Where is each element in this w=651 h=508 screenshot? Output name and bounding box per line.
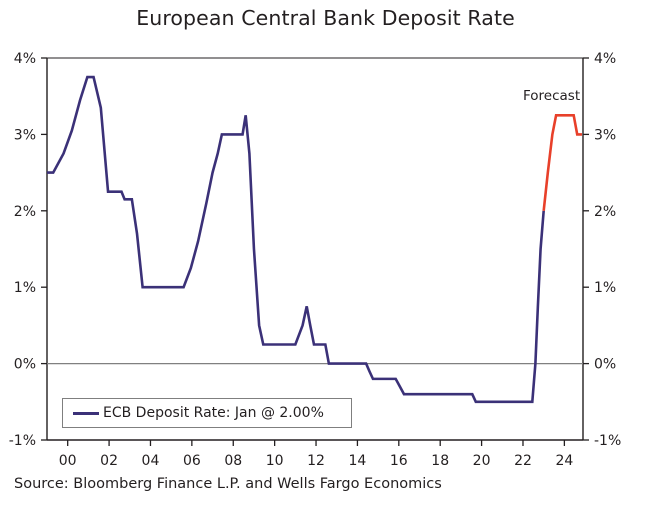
forecast-annotation: Forecast: [523, 88, 581, 104]
x-axis-tick-label: 08: [224, 453, 242, 469]
y-axis-tick-label-left: -1%: [9, 433, 36, 449]
chart-title: European Central Bank Deposit Rate: [136, 6, 515, 30]
x-axis-tick-label: 18: [431, 453, 449, 469]
source-note: Source: Bloomberg Finance L.P. and Wells…: [14, 476, 442, 492]
y-axis-tick-label-left: 3%: [14, 127, 36, 143]
x-axis-tick-label: 20: [473, 453, 491, 469]
x-axis-tick-label: 14: [349, 453, 367, 469]
y-axis-tick-label-right: 3%: [594, 127, 616, 143]
y-axis-tick-label-right: 2%: [594, 204, 616, 220]
y-axis-tick-label-left: 0%: [14, 357, 36, 373]
y-axis-tick-label-right: 4%: [594, 51, 616, 67]
series-line-forecast: [542, 114, 582, 211]
x-axis-tick-label: 12: [307, 453, 325, 469]
chart-legend: ECB Deposit Rate: Jan @ 2.00%: [62, 398, 352, 428]
legend-swatch-ecb-deposit-rate: [73, 411, 99, 415]
x-axis-tick-label: 22: [514, 453, 532, 469]
y-axis-tick-label-left: 1%: [14, 280, 36, 296]
y-axis-tick-label-left: 4%: [14, 51, 36, 67]
y-axis-tick-label-right: 0%: [594, 357, 616, 373]
y-axis-tick-label-right: -1%: [594, 433, 621, 449]
x-axis-tick-label: 06: [183, 453, 201, 469]
x-axis-tick-label: 16: [390, 453, 408, 469]
x-axis-tick-label: 24: [555, 453, 573, 469]
series-line-actual: [47, 75, 545, 404]
y-axis-tick-label-right: 1%: [594, 280, 616, 296]
legend-label-ecb-deposit-rate: ECB Deposit Rate: Jan @ 2.00%: [103, 405, 324, 421]
x-axis-tick-label: 10: [266, 453, 284, 469]
y-axis-tick-label-left: 2%: [14, 204, 36, 220]
x-axis-tick-label: 00: [59, 453, 77, 469]
x-axis-tick-label: 02: [100, 453, 118, 469]
x-axis-tick-label: 04: [142, 453, 160, 469]
